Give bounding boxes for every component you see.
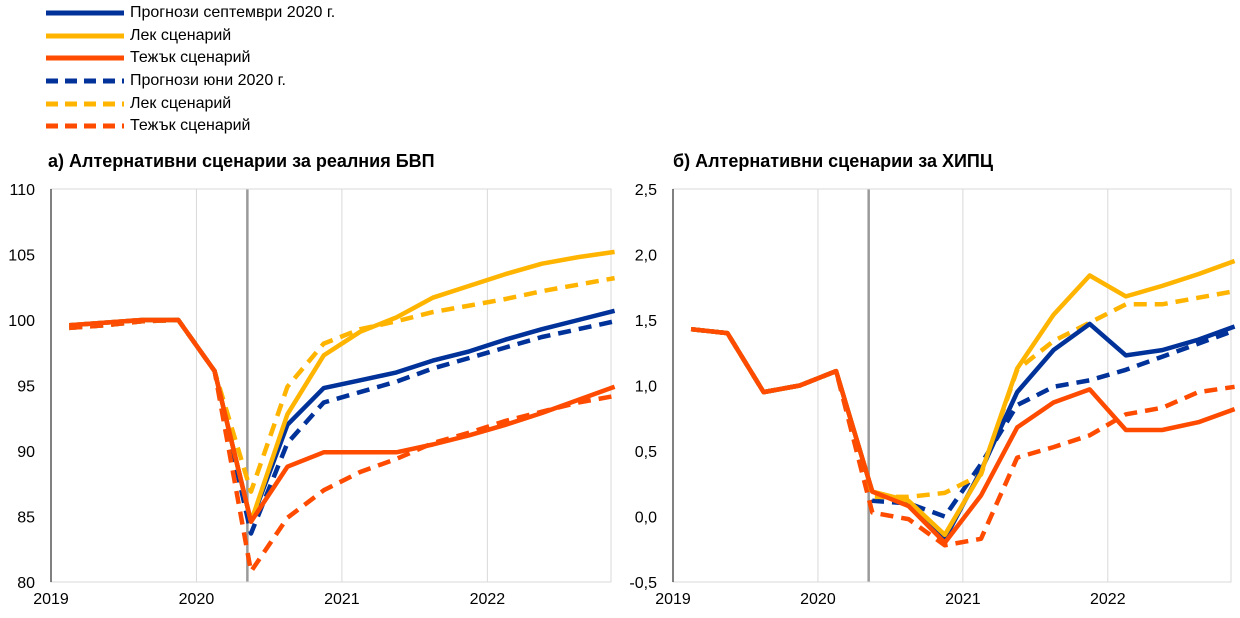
chart-title-gdp: а) Алтернативни сценарии за реалния БВП [48, 151, 435, 171]
legend-item: Прогнози септември 2020 г. [44, 2, 335, 25]
y-tick-label: 2,0 [635, 248, 657, 265]
legend-label: Лек сценарий [130, 26, 232, 44]
x-tick-label: 2022 [470, 591, 506, 608]
legend-label: Тежък сценарий [130, 49, 251, 67]
x-tick-label: 2022 [1090, 591, 1126, 608]
y-tick-label: 1,0 [635, 379, 657, 396]
y-tick-label: 90 [17, 444, 35, 461]
series-line [690, 288, 1235, 500]
y-tick-label: 85 [17, 510, 35, 527]
y-tick-label: 95 [17, 379, 35, 396]
legend-swatch [46, 10, 124, 16]
y-tick-label: 100 [8, 313, 35, 330]
series-line [690, 326, 1236, 545]
legend-swatch [46, 78, 124, 84]
legend-item: Лек сценарий [44, 25, 335, 48]
x-tick-label: 2021 [945, 591, 981, 608]
x-tick-label: 2020 [800, 591, 836, 608]
series-line [690, 326, 1235, 548]
legend-label: Тежък сценарий [130, 117, 251, 135]
legend-label: Лек сценарий [130, 94, 232, 112]
legend-swatch [46, 101, 124, 107]
y-tick-label: 0,5 [635, 444, 657, 461]
legend-item: Прогнози юни 2020 г. [44, 70, 335, 93]
y-tick-label: -0,5 [629, 575, 657, 592]
y-tick-label: 0,0 [635, 510, 657, 527]
x-tick-label: 2019 [33, 591, 69, 608]
x-tick-label: 2020 [179, 591, 215, 608]
legend-label: Прогнози септември 2020 г. [130, 4, 336, 22]
y-tick-label: 2,5 [635, 182, 657, 199]
y-tick-label: 1,5 [635, 313, 657, 330]
x-tick-label: 2019 [655, 591, 691, 608]
series-line [690, 326, 1236, 519]
legend-swatch [46, 123, 124, 129]
legend-item: Тежък сценарий [44, 47, 335, 70]
series-line [69, 317, 616, 524]
y-tick-label: 105 [8, 248, 35, 265]
legend-label: Прогнози юни 2020 г. [130, 72, 286, 90]
legend-item: Лек сценарий [44, 92, 335, 115]
chart-title-hicp: б) Алтернативни сценарии за ХИПЦ [673, 151, 993, 171]
x-tick-label: 2021 [324, 591, 360, 608]
y-tick-label: 80 [17, 575, 35, 592]
legend-swatch [46, 33, 124, 39]
legend-item: Тежък сценарий [44, 115, 335, 138]
legend: Прогнози септември 2020 г. Лек сценарий Те… [44, 2, 335, 138]
legend-swatch [46, 55, 124, 61]
y-tick-label: 110 [9, 182, 35, 199]
